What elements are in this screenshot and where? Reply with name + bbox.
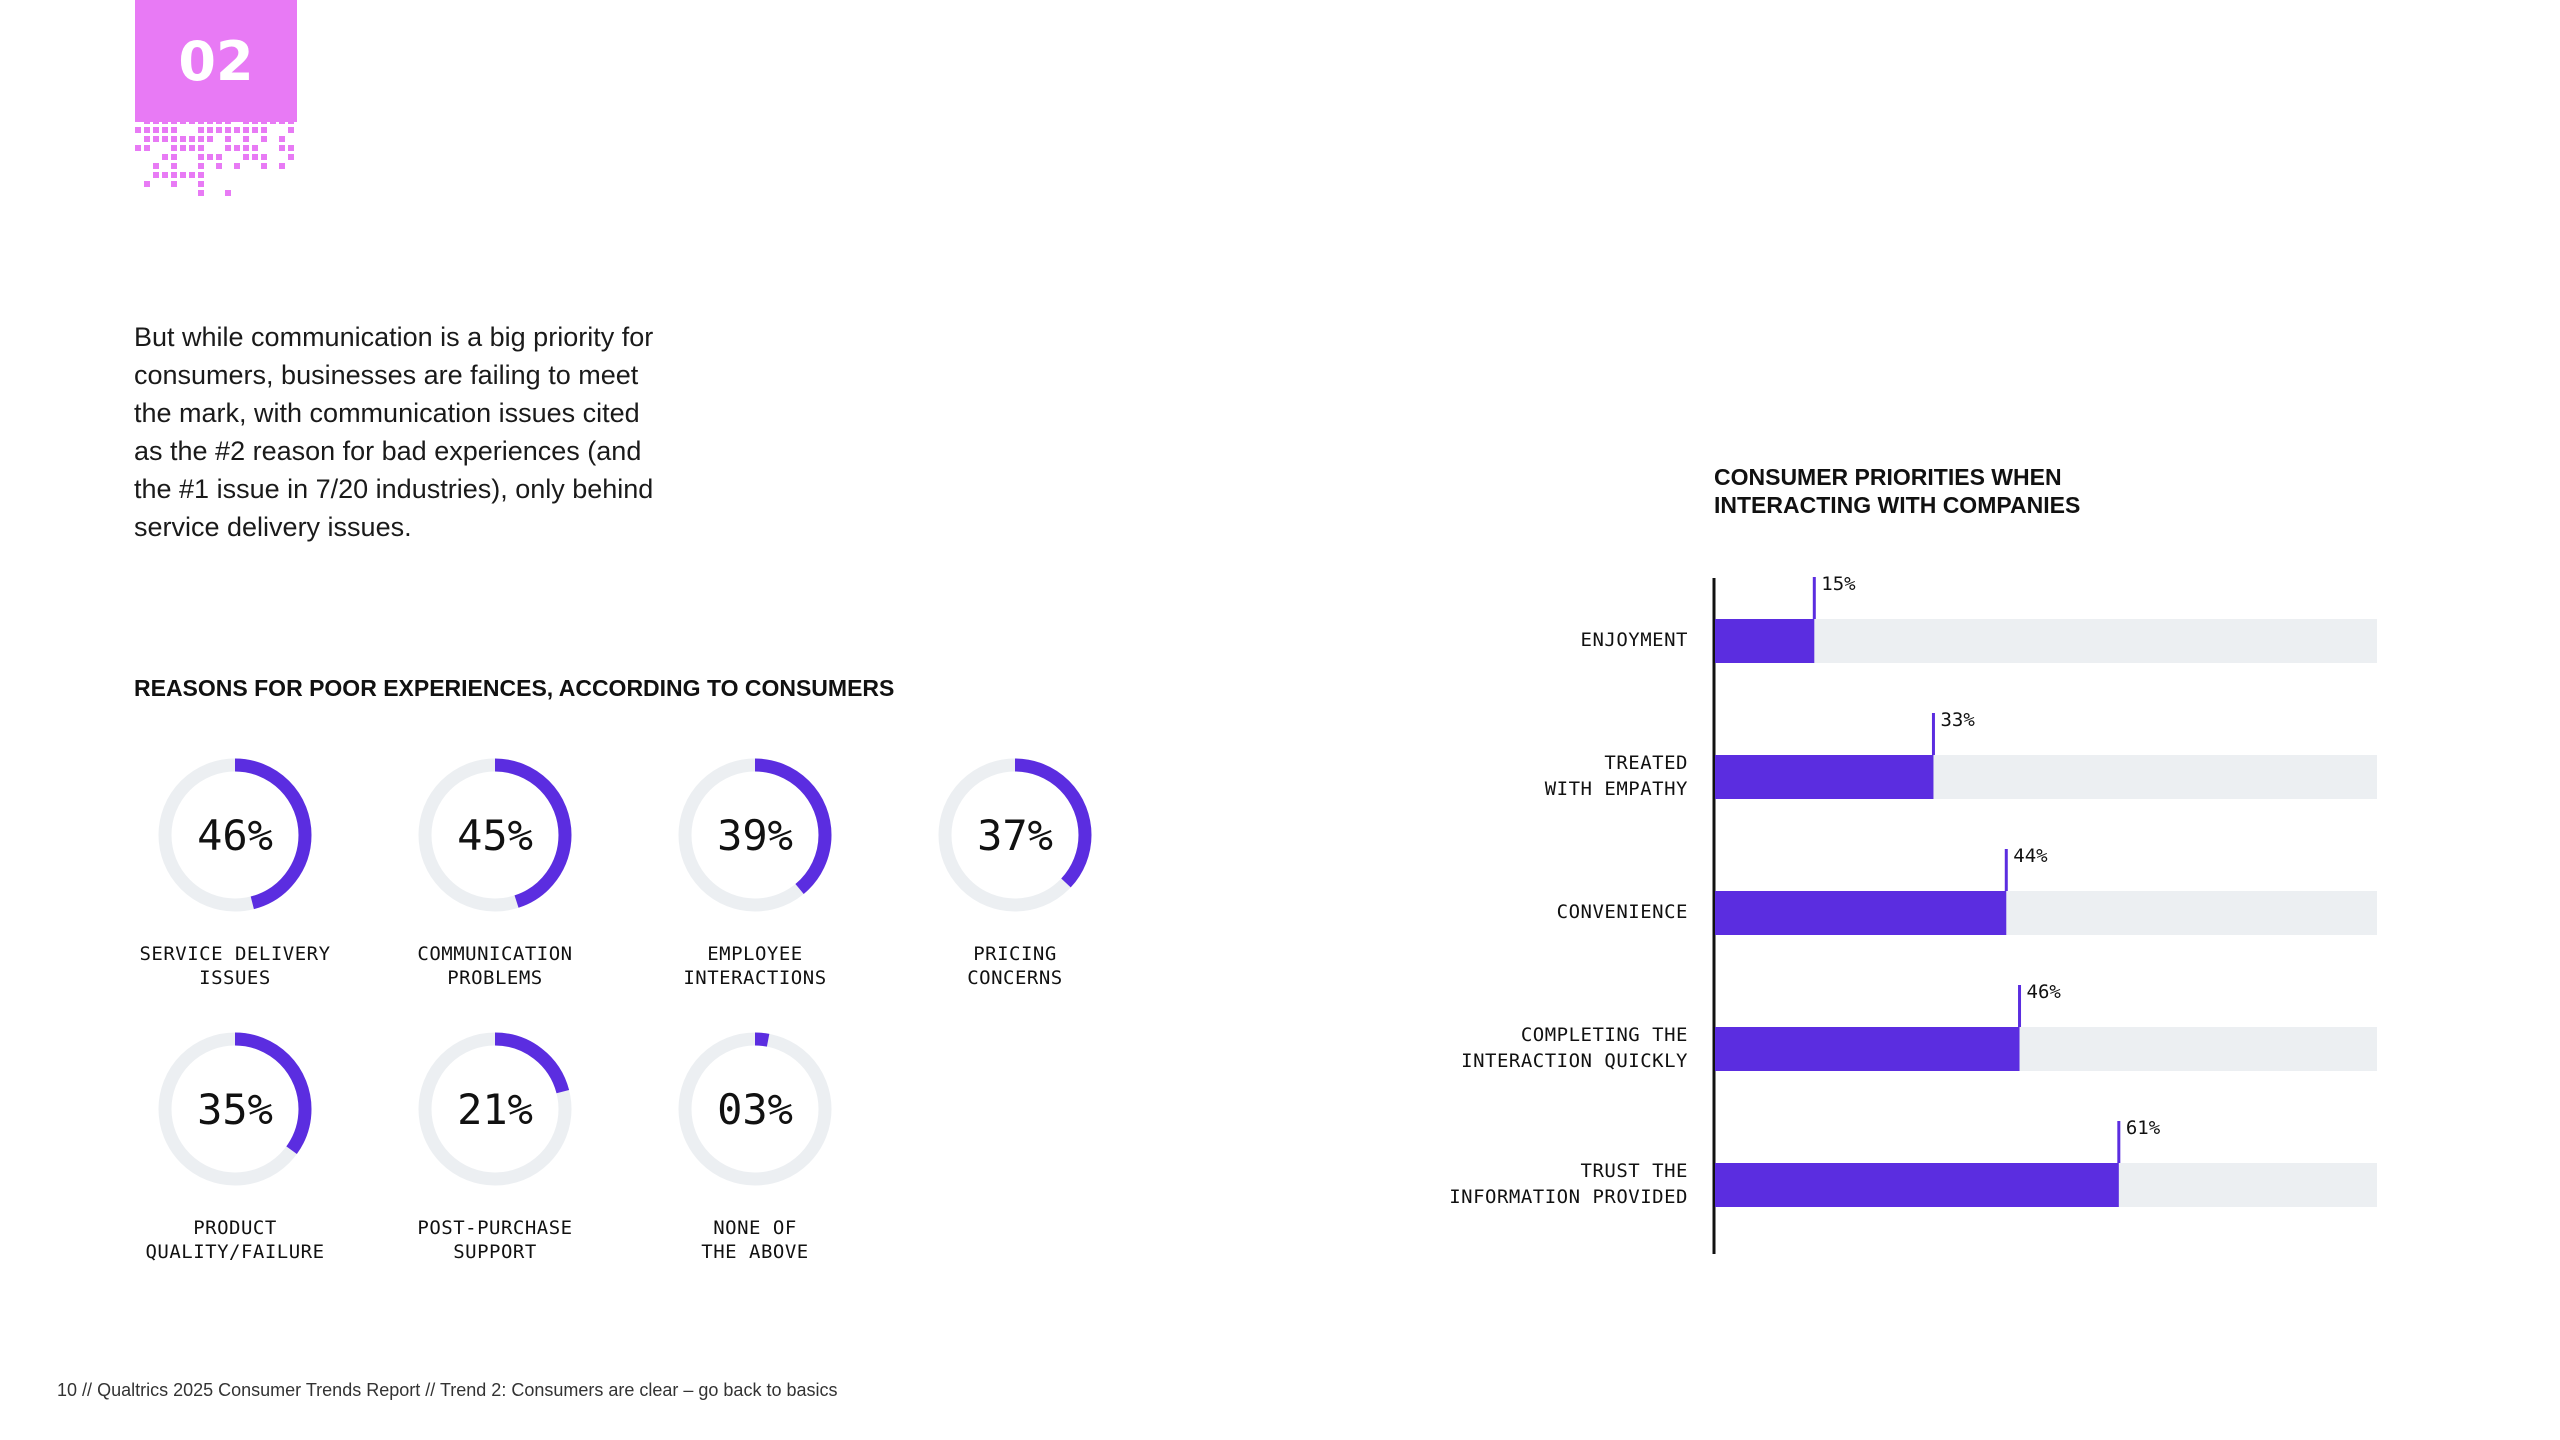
footer-separator: // bbox=[82, 1380, 93, 1400]
donut-chart: 46% SERVICE DELIVERY ISSUES bbox=[105, 752, 365, 990]
donut-value-label: 03% bbox=[717, 1084, 793, 1134]
donut-chart: 45% COMMUNICATION PROBLEMS bbox=[365, 752, 625, 990]
donut-value-label: 21% bbox=[457, 1084, 533, 1134]
donut-category-label: SERVICE DELIVERY ISSUES bbox=[139, 943, 331, 989]
footer: 10 // Qualtrics 2025 Consumer Trends Rep… bbox=[57, 1380, 837, 1401]
donut-category-label: POST-PURCHASE SUPPORT bbox=[417, 1217, 573, 1263]
intro-paragraph: But while communication is a big priorit… bbox=[134, 322, 654, 542]
pixel-fade-decoration bbox=[135, 118, 294, 196]
donut-ring bbox=[678, 1032, 832, 1186]
donut-arc bbox=[678, 1032, 832, 1186]
footer-report-title: Qualtrics 2025 Consumer Trends Report bbox=[97, 1380, 421, 1400]
donut-chart-title: REASONS FOR POOR EXPERIENCES, ACCORDING … bbox=[134, 675, 895, 701]
bar-category-label: CONVENIENCE bbox=[1556, 901, 1688, 923]
section-number-badge: 02 bbox=[135, 0, 297, 122]
footer-page-number: 10 bbox=[57, 1380, 78, 1400]
footer-separator: // bbox=[425, 1380, 436, 1400]
bar bbox=[1715, 1027, 2020, 1071]
bar-value-label: 15% bbox=[1821, 573, 1856, 595]
donut-value-label: 37% bbox=[977, 810, 1053, 860]
donut-ring bbox=[158, 758, 312, 912]
donut-arc bbox=[938, 758, 1092, 912]
donut-category-label: NONE OF THE ABOVE bbox=[701, 1217, 809, 1263]
donut-arc bbox=[158, 1032, 312, 1186]
donut-ring bbox=[678, 758, 832, 912]
bar bbox=[1715, 619, 1815, 663]
donut-arc bbox=[678, 758, 832, 912]
donut-ring bbox=[938, 758, 1092, 912]
donut-category-label: PRICING CONCERNS bbox=[967, 943, 1063, 989]
donut-category-label: COMMUNICATION PROBLEMS bbox=[417, 943, 573, 989]
bar bbox=[1715, 1163, 2119, 1207]
bar-value-label: 61% bbox=[2125, 1117, 2161, 1139]
donut-chart: 39% EMPLOYEE INTERACTIONS bbox=[625, 752, 885, 990]
bar-track bbox=[1715, 619, 2377, 663]
donut-value-label: 46% bbox=[197, 810, 273, 860]
donut-category-label: EMPLOYEE INTERACTIONS bbox=[683, 943, 827, 989]
bar-value-label: 33% bbox=[1940, 709, 1975, 731]
footer-section-title: Trend 2: Consumers are clear – go back t… bbox=[439, 1380, 838, 1400]
donut-chart: 35% PRODUCT QUALITY/FAILURE bbox=[105, 1026, 365, 1264]
bar-category-label: TREATED WITH EMPATHY bbox=[1544, 752, 1688, 800]
bar bbox=[1715, 755, 1934, 799]
bar-chart-title: CONSUMER PRIORITIES WHEN INTERACTING WIT… bbox=[1714, 464, 2081, 518]
bar-chart bbox=[1712, 577, 2377, 1254]
donut-ring bbox=[158, 1032, 312, 1186]
donut-arc bbox=[158, 758, 312, 912]
donut-chart: 37% PRICING CONCERNS bbox=[885, 752, 1145, 990]
donut-arc bbox=[418, 758, 572, 912]
bar-category-label: TRUST THE INFORMATION PROVIDED bbox=[1449, 1160, 1688, 1208]
donut-ring bbox=[418, 758, 572, 912]
donut-ring bbox=[418, 1032, 572, 1186]
bar-category-label: COMPLETING THE INTERACTION QUICKLY bbox=[1461, 1024, 1688, 1072]
donut-chart: 21% POST-PURCHASE SUPPORT bbox=[365, 1026, 625, 1264]
bar-value-label: 44% bbox=[2013, 845, 2048, 867]
donut-category-label: PRODUCT QUALITY/FAILURE bbox=[145, 1217, 325, 1263]
donut-value-label: 45% bbox=[457, 810, 533, 860]
donut-arc bbox=[418, 1032, 572, 1186]
donut-value-label: 39% bbox=[717, 810, 793, 860]
bar-category-label: ENJOYMENT bbox=[1580, 629, 1688, 651]
bar-value-label: 46% bbox=[2026, 981, 2061, 1003]
donut-value-label: 35% bbox=[197, 1084, 273, 1134]
bar bbox=[1715, 891, 2007, 935]
donut-chart: 03% NONE OF THE ABOVE bbox=[625, 1026, 885, 1264]
